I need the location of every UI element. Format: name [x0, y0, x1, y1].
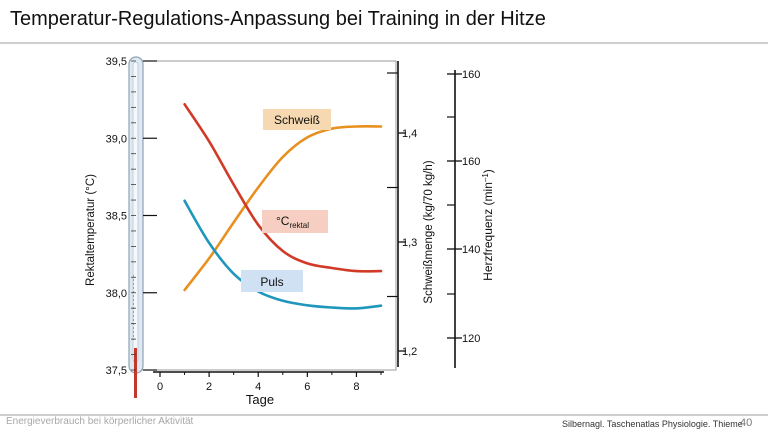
legend-rectal: °Crektal — [262, 210, 328, 233]
pulse-tick-label: 160 — [462, 156, 480, 168]
sweat-tick-label: 1,3 — [402, 237, 417, 249]
x-tick-label: 4 — [255, 381, 261, 393]
legend-pulse-label: Puls — [260, 275, 283, 289]
sweat-axis-label: Schweißmenge (kg/70 kg/h) — [423, 160, 435, 303]
series-line-rektal — [183, 103, 383, 273]
page-number: 40 — [740, 417, 753, 429]
rectal-tick-label: 39,0 — [106, 133, 127, 145]
sweat-tick-label: 1,4 — [402, 128, 417, 140]
pulse-axis-label: Herzfrequenz (min–1) — [481, 169, 495, 281]
series-line-schweiss — [183, 125, 383, 292]
legend-pulse-box — [241, 270, 303, 292]
slide-title: Temperatur-Regulations-Anpassung bei Tra… — [10, 8, 546, 30]
pulse-tick-label: 160 — [462, 69, 480, 81]
legend-sweat-box — [263, 109, 331, 130]
x-tick-label: 0 — [157, 381, 163, 393]
rectal-tick-label: 39,5 — [106, 56, 127, 68]
x-tick-label: 8 — [353, 381, 359, 393]
sweat-tick-label: 1,2 — [402, 346, 417, 358]
legend-rectal-label: °Crektal — [276, 214, 309, 230]
pulse-axis: 120 140 160 160 — [447, 69, 480, 345]
legend-sweat: Schweiß — [263, 109, 331, 130]
rectal-tick-label: 37,5 — [106, 365, 127, 377]
legend-pulse: Puls — [241, 270, 303, 292]
thermometer-icon — [128, 56, 144, 398]
series-lines — [183, 103, 383, 310]
title-divider — [0, 42, 768, 44]
x-axis-label: Tage — [246, 392, 274, 407]
x-axis: 0 2 4 6 8 — [157, 372, 382, 393]
x-tick-label: 6 — [304, 381, 310, 393]
rectal-tick-label: 38,5 — [106, 211, 127, 223]
footer-divider — [0, 414, 768, 416]
rectal-axis-label: Rektaltemperatur (°C) — [85, 174, 97, 286]
pulse-tick-label: 140 — [462, 244, 480, 256]
rectal-tick-label: 38,0 — [106, 288, 127, 300]
footer-source: Silbernagl. Taschenatlas Physiologie. Th… — [562, 419, 743, 429]
x-tick-label: 2 — [206, 381, 212, 393]
series-line-puls — [183, 199, 383, 310]
rectal-axis: 37,5 38,0 38,5 39,0 39,5 — [106, 56, 157, 377]
legend-rectal-box — [262, 210, 328, 233]
footer-chapter: Energieverbrauch bei körperlicher Aktivi… — [6, 416, 194, 427]
pulse-tick-label: 120 — [462, 333, 480, 345]
sweat-axis: 1,2 1,3 1,4 — [387, 72, 417, 358]
legend-sweat-label: Schweiß — [274, 113, 320, 127]
